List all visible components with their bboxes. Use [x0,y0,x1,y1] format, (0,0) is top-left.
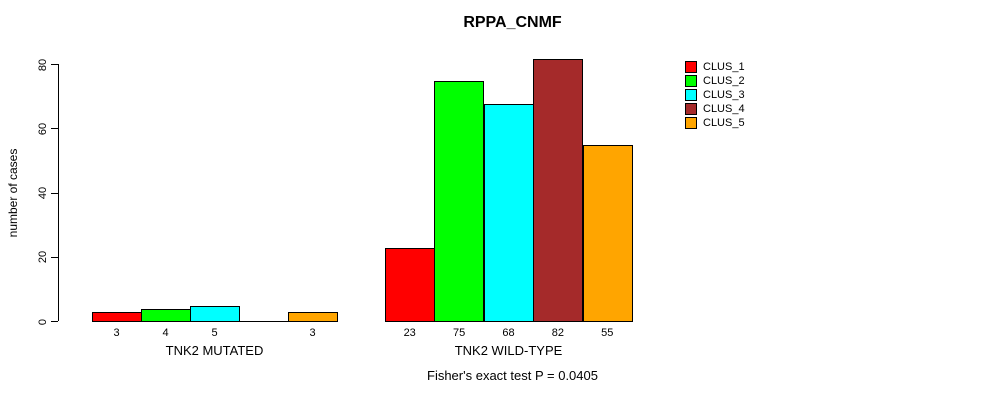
bar-clus_1 [385,248,435,322]
y-tick-label: 80 [37,58,49,71]
bar-value-label: 4 [162,327,169,339]
bar-clus_1 [92,312,142,322]
annotation-text: Fisher's exact test P = 0.0405 [427,368,598,383]
bar-clus_4 [533,59,583,322]
legend: CLUS_1 CLUS_2 CLUS_3 CLUS_4 CLUS_5 [685,60,745,130]
y-tick-label: 20 [37,251,49,264]
y-tick [51,256,58,258]
bar-clus_5 [583,145,633,322]
legend-item-clus_5: CLUS_5 [685,116,745,130]
bar-value-label: 23 [403,327,416,339]
bar-clus_3 [484,104,534,322]
bar-clus_3 [190,306,240,322]
bar-value-label: 75 [452,327,466,339]
bar-value-label: 3 [309,327,316,339]
bar-clus_2 [434,81,484,322]
chart-title: RPPA_CNMF [463,14,562,31]
legend-swatch-icon [685,61,697,73]
legend-item-clus_1: CLUS_1 [685,60,745,74]
bar-clus_2 [141,309,191,322]
y-tick-label: 60 [37,122,49,135]
legend-item-clus_4: CLUS_4 [685,102,745,116]
legend-item-clus_3: CLUS_3 [685,88,745,102]
bar-value-label: 68 [502,327,515,339]
legend-item-clus_2: CLUS_2 [685,74,745,88]
legend-label: CLUS_2 [703,75,745,87]
legend-label: CLUS_5 [703,117,745,129]
bar-value-label: 3 [113,327,120,339]
y-tick [51,128,58,130]
x-group-label: TNK2 MUTATED [165,343,264,358]
y-tick [51,192,58,194]
x-group-label: TNK2 WILD-TYPE [454,343,563,358]
legend-label: CLUS_1 [703,61,745,73]
y-tick-label: 40 [37,186,49,200]
y-tick [51,321,58,322]
y-tick-label: 0 [37,318,49,325]
legend-swatch-icon [685,89,697,101]
legend-swatch-icon [685,75,697,87]
y-axis-line [58,64,59,321]
y-tick [51,64,58,65]
legend-swatch-icon [685,103,697,115]
y-axis-label: number of cases [6,148,20,238]
legend-label: CLUS_4 [703,103,745,115]
legend-label: CLUS_3 [703,89,745,101]
bar-clus_5 [288,312,338,322]
legend-swatch-icon [685,117,697,129]
bar-value-label: 55 [601,327,614,339]
bar-value-label: 82 [551,327,565,339]
bar-value-label: 5 [211,327,218,339]
